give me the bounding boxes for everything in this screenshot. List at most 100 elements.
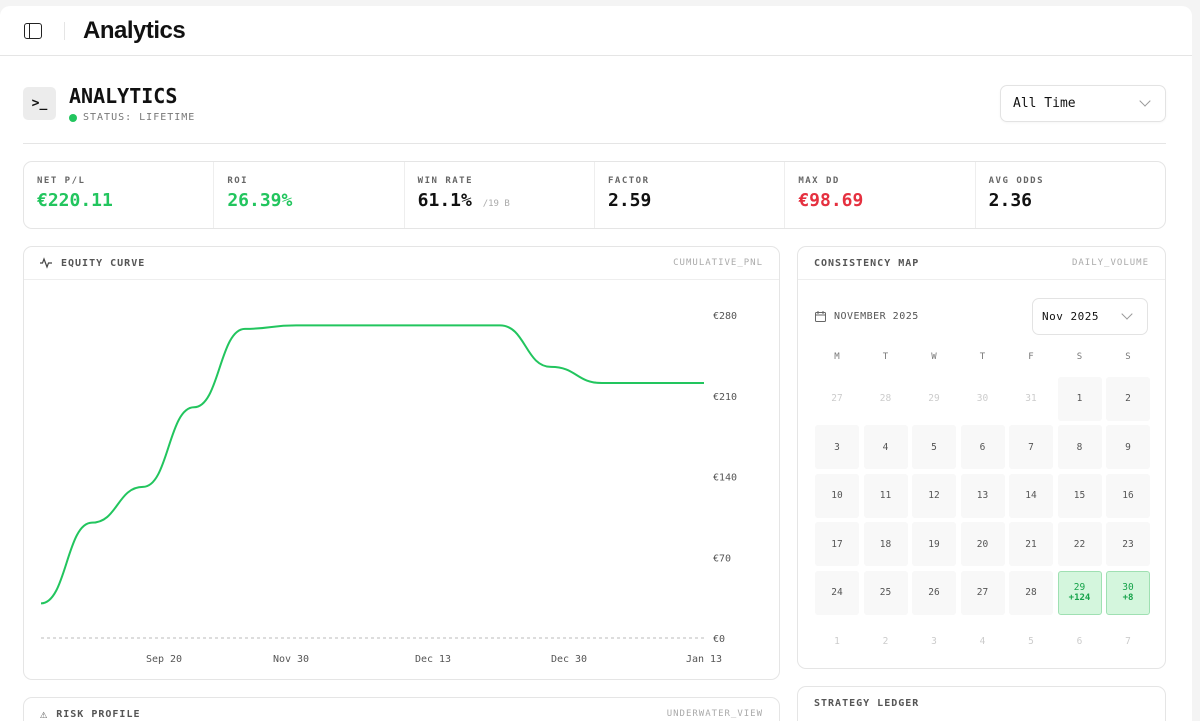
calendar-day[interactable]: 27 xyxy=(960,570,1005,615)
calendar-day[interactable]: 3 xyxy=(815,425,859,469)
day-number: 9 xyxy=(1125,441,1131,453)
card-title: RISK PROFILE xyxy=(56,708,141,720)
day-number: 29 xyxy=(928,393,940,404)
calendar-day[interactable]: 26 xyxy=(912,570,956,615)
day-number: 6 xyxy=(1076,635,1083,647)
calendar-day[interactable]: 28 xyxy=(864,377,908,421)
calendar-day[interactable]: 2 xyxy=(864,619,908,663)
stat-sub: /19 B xyxy=(482,199,510,209)
stat-value: €98.69 xyxy=(798,190,961,211)
calendar-day[interactable]: 23 xyxy=(1106,522,1150,566)
day-number: 22 xyxy=(1073,538,1086,550)
day-number: 7 xyxy=(1125,635,1131,647)
calendar-day[interactable]: 14 xyxy=(1009,473,1053,518)
stat-net-p-l: NET P/L €220.11 xyxy=(24,162,215,228)
calendar-day[interactable]: 1 xyxy=(815,619,859,663)
day-number: 6 xyxy=(979,441,986,453)
chevron-down-icon xyxy=(1121,307,1133,320)
calendar-day[interactable]: 21 xyxy=(1009,522,1053,566)
day-number: 30 xyxy=(976,393,989,404)
divider xyxy=(64,21,65,40)
time-range-value: All Time xyxy=(1013,96,1076,111)
card-tag: UNDERWATER_VIEW xyxy=(666,709,763,719)
card-title: CONSISTENCY MAP xyxy=(814,257,920,269)
calendar-day[interactable]: 3 xyxy=(912,619,956,663)
equity-curve-card: EQUITY CURVE CUMULATIVE_PNL €280 €210 €140… xyxy=(23,246,780,680)
day-number: 28 xyxy=(1025,587,1037,598)
calendar-day[interactable]: 30 +8 xyxy=(1106,570,1150,615)
y-tick-label: €70 xyxy=(713,553,731,564)
calendar-day[interactable]: 7 xyxy=(1009,425,1053,469)
calendar-day[interactable]: 6 xyxy=(1058,619,1102,663)
stat-value: 2.59 xyxy=(608,190,771,211)
page-title: Analytics xyxy=(83,16,186,44)
stat-avg-odds: AVG ODDS 2.36 xyxy=(976,162,1165,228)
card-title: EQUITY CURVE xyxy=(61,257,146,269)
x-tick-label: Jan 13 xyxy=(686,654,722,665)
stats-bar: NET P/L €220.11 ROI 26.39% WIN RATE 61.1% /19… xyxy=(23,161,1166,229)
calendar-day[interactable]: 2 xyxy=(1106,376,1150,421)
calendar-day[interactable]: 9 xyxy=(1106,425,1150,469)
calendar-day[interactable]: 6 xyxy=(960,425,1005,469)
calendar-day[interactable]: 27 xyxy=(815,377,859,421)
calendar-day[interactable]: 19 xyxy=(912,522,956,566)
day-number: 8 xyxy=(1076,441,1083,453)
y-tick-label: €280 xyxy=(713,311,737,322)
calendar-toolbar: NOVEMBER 2025 Nov 2025 xyxy=(798,280,1165,352)
calendar-day[interactable]: 4 xyxy=(961,619,1005,663)
stat-label: MAX DD xyxy=(798,176,840,186)
calendar-day[interactable]: 13 xyxy=(960,473,1005,518)
calendar-day[interactable]: 30 xyxy=(961,377,1005,421)
calendar-grid: M T W T F S S 27 28 29 30 31 1 2 3 4 5 6 7 8 9 10 11 12 13 14 15 16… xyxy=(798,352,1165,663)
calendar-day[interactable]: 1 xyxy=(1057,376,1102,421)
calendar-day[interactable]: 18 xyxy=(863,522,908,566)
stat-label: WIN RATE xyxy=(417,176,474,186)
calendar-day[interactable]: 5 xyxy=(1009,619,1053,663)
day-number: 21 xyxy=(1025,538,1037,550)
day-number: 28 xyxy=(879,393,892,404)
weekday-label: S xyxy=(1076,352,1083,362)
stat-value: €220.11 xyxy=(37,190,200,211)
calendar-day[interactable]: 15 xyxy=(1057,473,1102,518)
calendar-day[interactable]: 29 xyxy=(912,377,956,421)
stat-factor: FACTOR 2.59 xyxy=(595,162,786,228)
y-tick-label: €210 xyxy=(713,392,737,403)
day-number: 7 xyxy=(1028,441,1034,453)
day-pnl: +8 xyxy=(1122,593,1134,603)
calendar-day[interactable]: 29 +124 xyxy=(1057,570,1102,615)
day-number: 27 xyxy=(976,587,989,598)
calendar-day[interactable]: 24 xyxy=(815,570,859,615)
calendar-day[interactable]: 31 xyxy=(1009,377,1053,421)
time-range-select[interactable]: All Time xyxy=(1000,85,1166,122)
calendar-day[interactable]: 4 xyxy=(863,425,908,469)
calendar-day[interactable]: 25 xyxy=(863,570,908,615)
day-number: 10 xyxy=(831,490,843,501)
calendar-day[interactable]: 20 xyxy=(960,522,1005,566)
equity-chart: €280 €210 €140 €70 €0 Sep 20 Nov 30 Dec 13 Dec 3… xyxy=(40,311,737,665)
weekday-label: S xyxy=(1125,352,1131,362)
calendar-day[interactable]: 11 xyxy=(863,473,908,518)
calendar-day[interactable]: 10 xyxy=(815,473,859,518)
day-number: 12 xyxy=(928,490,940,501)
stat-label: AVG ODDS xyxy=(988,176,1044,186)
calendar-day[interactable]: 17 xyxy=(815,522,859,566)
sidebar-toggle-icon[interactable] xyxy=(24,22,42,39)
day-number: 27 xyxy=(831,393,843,404)
calendar-day[interactable]: 7 xyxy=(1106,619,1150,663)
stat-max-dd: MAX DD €98.69 xyxy=(785,162,976,228)
calendar-day[interactable]: 16 xyxy=(1106,473,1150,518)
calendar-day[interactable]: 8 xyxy=(1057,425,1102,469)
card-tag: CUMULATIVE_PNL xyxy=(673,258,763,268)
weekday-label: W xyxy=(931,352,937,362)
calendar-day[interactable]: 5 xyxy=(912,425,956,469)
day-number: 4 xyxy=(882,441,889,453)
day-number: 30 xyxy=(1122,582,1134,593)
stat-value-text: 26.39% xyxy=(227,190,293,211)
weekday-label: M xyxy=(834,352,840,362)
calendar-day[interactable]: 12 xyxy=(912,473,956,518)
day-number: 15 xyxy=(1073,490,1086,501)
calendar-day[interactable]: 28 xyxy=(1009,570,1053,615)
card-header: CONSISTENCY MAP DAILY_VOLUME xyxy=(798,247,1165,280)
month-select[interactable]: Nov 2025 xyxy=(1032,297,1148,335)
calendar-day[interactable]: 22 xyxy=(1057,522,1102,566)
